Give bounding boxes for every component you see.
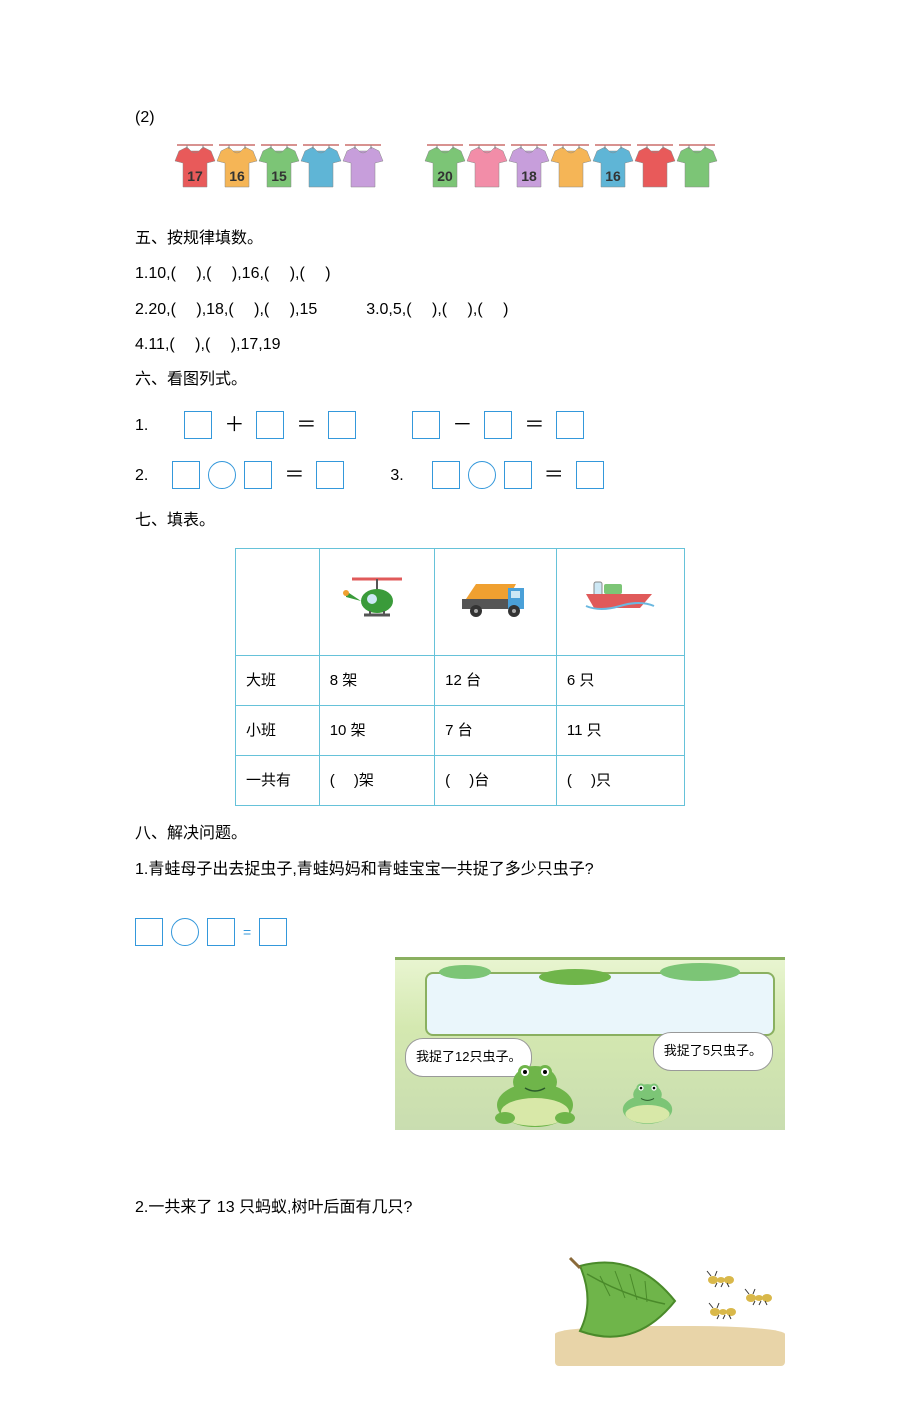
section-6-title: 六、看图列式。 bbox=[135, 362, 785, 397]
frog-baby-icon bbox=[615, 1078, 680, 1128]
truck-icon bbox=[458, 574, 533, 631]
table-cell-heli bbox=[319, 549, 434, 656]
table-cell: 11 只 bbox=[556, 706, 684, 756]
minus-op: － bbox=[448, 403, 476, 447]
seq-2: 2.20,( ),18,( ),( ),15 bbox=[135, 301, 317, 318]
blank-box[interactable] bbox=[172, 461, 200, 489]
shirt-icon: 20 bbox=[423, 143, 467, 191]
seq-row-1: 1.10,( ),( ),16,( ),( ) bbox=[135, 256, 785, 291]
table-cell: 8 架 bbox=[319, 656, 434, 706]
eq-num-3: 3. bbox=[390, 458, 403, 493]
plus-op: ＋ bbox=[220, 403, 248, 447]
eq-op: ＝ bbox=[540, 453, 568, 497]
blank-box[interactable] bbox=[259, 918, 287, 946]
table-cell: 6 只 bbox=[556, 656, 684, 706]
table-cell[interactable]: ( )只 bbox=[556, 756, 684, 806]
leaf-icon bbox=[565, 1256, 685, 1346]
table-cell: 12 台 bbox=[435, 656, 557, 706]
blank-box[interactable] bbox=[328, 411, 356, 439]
blank-circle[interactable] bbox=[208, 461, 236, 489]
boat-icon bbox=[580, 576, 660, 628]
eq-op: ＝ bbox=[292, 403, 320, 447]
blank-circle[interactable] bbox=[468, 461, 496, 489]
shirt-icon: 15 bbox=[257, 143, 301, 191]
blank-box[interactable] bbox=[244, 461, 272, 489]
shirt-icon bbox=[675, 143, 719, 191]
eq-line-2: 2. ＝ 3. ＝ bbox=[135, 453, 785, 497]
frog-baby-speech: 我捉了5只虫子。 bbox=[653, 1032, 773, 1071]
shirt-icon bbox=[465, 143, 509, 191]
shirt-icon bbox=[633, 143, 677, 191]
table-cell-truck bbox=[435, 549, 557, 656]
question-2-label: (2) bbox=[135, 100, 785, 135]
blank-box[interactable] bbox=[432, 461, 460, 489]
shirt-icon bbox=[341, 143, 385, 191]
shirt-icon bbox=[299, 143, 343, 191]
ant-icon bbox=[743, 1284, 773, 1304]
leaf-illustration bbox=[555, 1236, 785, 1366]
blank-box[interactable] bbox=[184, 411, 212, 439]
toy-table: 大班 8 架 12 台 6 只 小班 10 架 7 台 11 只 一共有 ( )… bbox=[235, 548, 685, 806]
q8-2-text: 2.一共来了 13 只蚂蚁,树叶后面有几只? bbox=[135, 1190, 785, 1225]
blank-box[interactable] bbox=[316, 461, 344, 489]
shirt-icon: 17 bbox=[173, 143, 217, 191]
blank-box[interactable] bbox=[576, 461, 604, 489]
seq-3: 3.0,5,( ),( ),( ) bbox=[366, 301, 508, 318]
shirt-icon: 16 bbox=[215, 143, 259, 191]
frog-illustration: 我捉了12只虫子。 我捉了5只虫子。 bbox=[395, 957, 785, 1130]
ant-icon bbox=[707, 1298, 737, 1318]
eq-line-1: 1. ＋ ＝ － ＝ bbox=[135, 403, 785, 447]
blank-box[interactable] bbox=[504, 461, 532, 489]
blank-box[interactable] bbox=[484, 411, 512, 439]
eq-op: ＝ bbox=[280, 453, 308, 497]
table-cell-boat bbox=[556, 549, 684, 656]
table-cell[interactable]: ( )台 bbox=[435, 756, 557, 806]
section-8-title: 八、解决问题。 bbox=[135, 816, 785, 851]
blank-box[interactable] bbox=[412, 411, 440, 439]
seq-row-4: 4.11,( ),( ),17,19 bbox=[135, 327, 785, 362]
blank-circle[interactable] bbox=[171, 918, 199, 946]
helicopter-icon bbox=[342, 571, 412, 633]
eq-num-2: 2. bbox=[135, 458, 148, 493]
table-cell: 一共有 bbox=[236, 756, 320, 806]
section-5-title: 五、按规律填数。 bbox=[135, 221, 785, 256]
table-cell: 小班 bbox=[236, 706, 320, 756]
blank-box[interactable] bbox=[135, 918, 163, 946]
shirt-clothesline: 171615 201816 bbox=[175, 143, 785, 191]
shirt-icon: 18 bbox=[507, 143, 551, 191]
shirt-icon: 16 bbox=[591, 143, 635, 191]
table-cell: 大班 bbox=[236, 656, 320, 706]
q8-1-text: 1.青蛙母子出去捉虫子,青蛙妈妈和青蛙宝宝一共捉了多少只虫子? bbox=[135, 852, 785, 887]
section-7-title: 七、填表。 bbox=[135, 503, 785, 538]
table-cell: 7 台 bbox=[435, 706, 557, 756]
frog-mom-icon bbox=[485, 1060, 585, 1130]
blank-box[interactable] bbox=[256, 411, 284, 439]
seq-row-2: 2.20,( ),18,( ),( ),15 3.0,5,( ),( ),( ) bbox=[135, 292, 785, 327]
blank-box[interactable] bbox=[556, 411, 584, 439]
table-cell-blank bbox=[236, 549, 320, 656]
table-cell: 10 架 bbox=[319, 706, 434, 756]
ant-icon bbox=[705, 1266, 735, 1286]
blank-box[interactable] bbox=[207, 918, 235, 946]
table-cell[interactable]: ( )架 bbox=[319, 756, 434, 806]
eq-op: ＝ bbox=[520, 403, 548, 447]
answer-eq-line: = bbox=[135, 917, 785, 948]
shirt-icon bbox=[549, 143, 593, 191]
eq-num-1: 1. bbox=[135, 408, 148, 443]
